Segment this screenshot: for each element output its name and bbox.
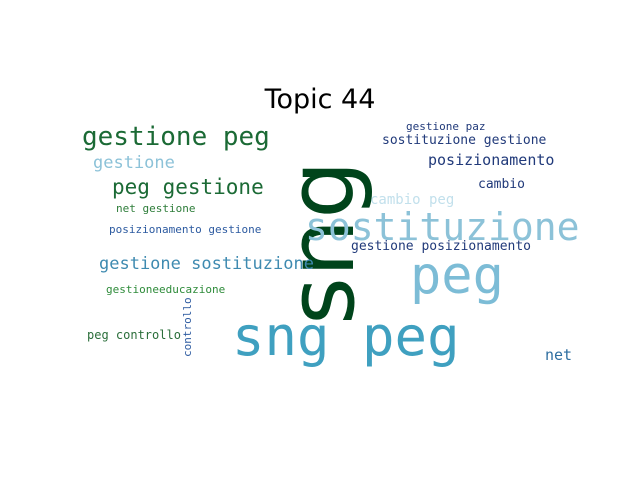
word-posizionamento-gestione: posizionamento gestione bbox=[109, 223, 262, 236]
word-peg-gestione: peg gestione bbox=[112, 175, 264, 199]
word-cambio: cambio bbox=[478, 177, 525, 192]
word-sng-peg: sng peg bbox=[232, 305, 460, 368]
word-gestione-paz: gestione paz bbox=[406, 120, 486, 133]
word-gestione-posizionamento: gestione posizionamento bbox=[351, 239, 532, 254]
word-cambio-peg: cambio peg bbox=[370, 192, 455, 208]
word-gestione-sostituzione: gestione sostituzione bbox=[99, 254, 314, 274]
word-sostituzione-gestione: sostituzione gestione bbox=[382, 133, 547, 148]
word-net-gestione: net gestione bbox=[116, 202, 196, 215]
word-posizionamento: posizionamento bbox=[428, 151, 555, 169]
word-peg: peg bbox=[410, 246, 504, 306]
word-sostituzione: sostituzione bbox=[305, 205, 580, 249]
word-peg-controllo: peg controllo bbox=[87, 328, 181, 342]
word-gestioneeducazione: gestioneeducazione bbox=[106, 283, 226, 296]
word-net: net bbox=[545, 346, 573, 364]
word-gestione: gestione bbox=[93, 153, 175, 173]
word-controllo: controllo bbox=[181, 297, 194, 357]
word-gestione-peg: gestione peg bbox=[82, 122, 270, 152]
chart-title: Topic 44 bbox=[264, 84, 376, 115]
